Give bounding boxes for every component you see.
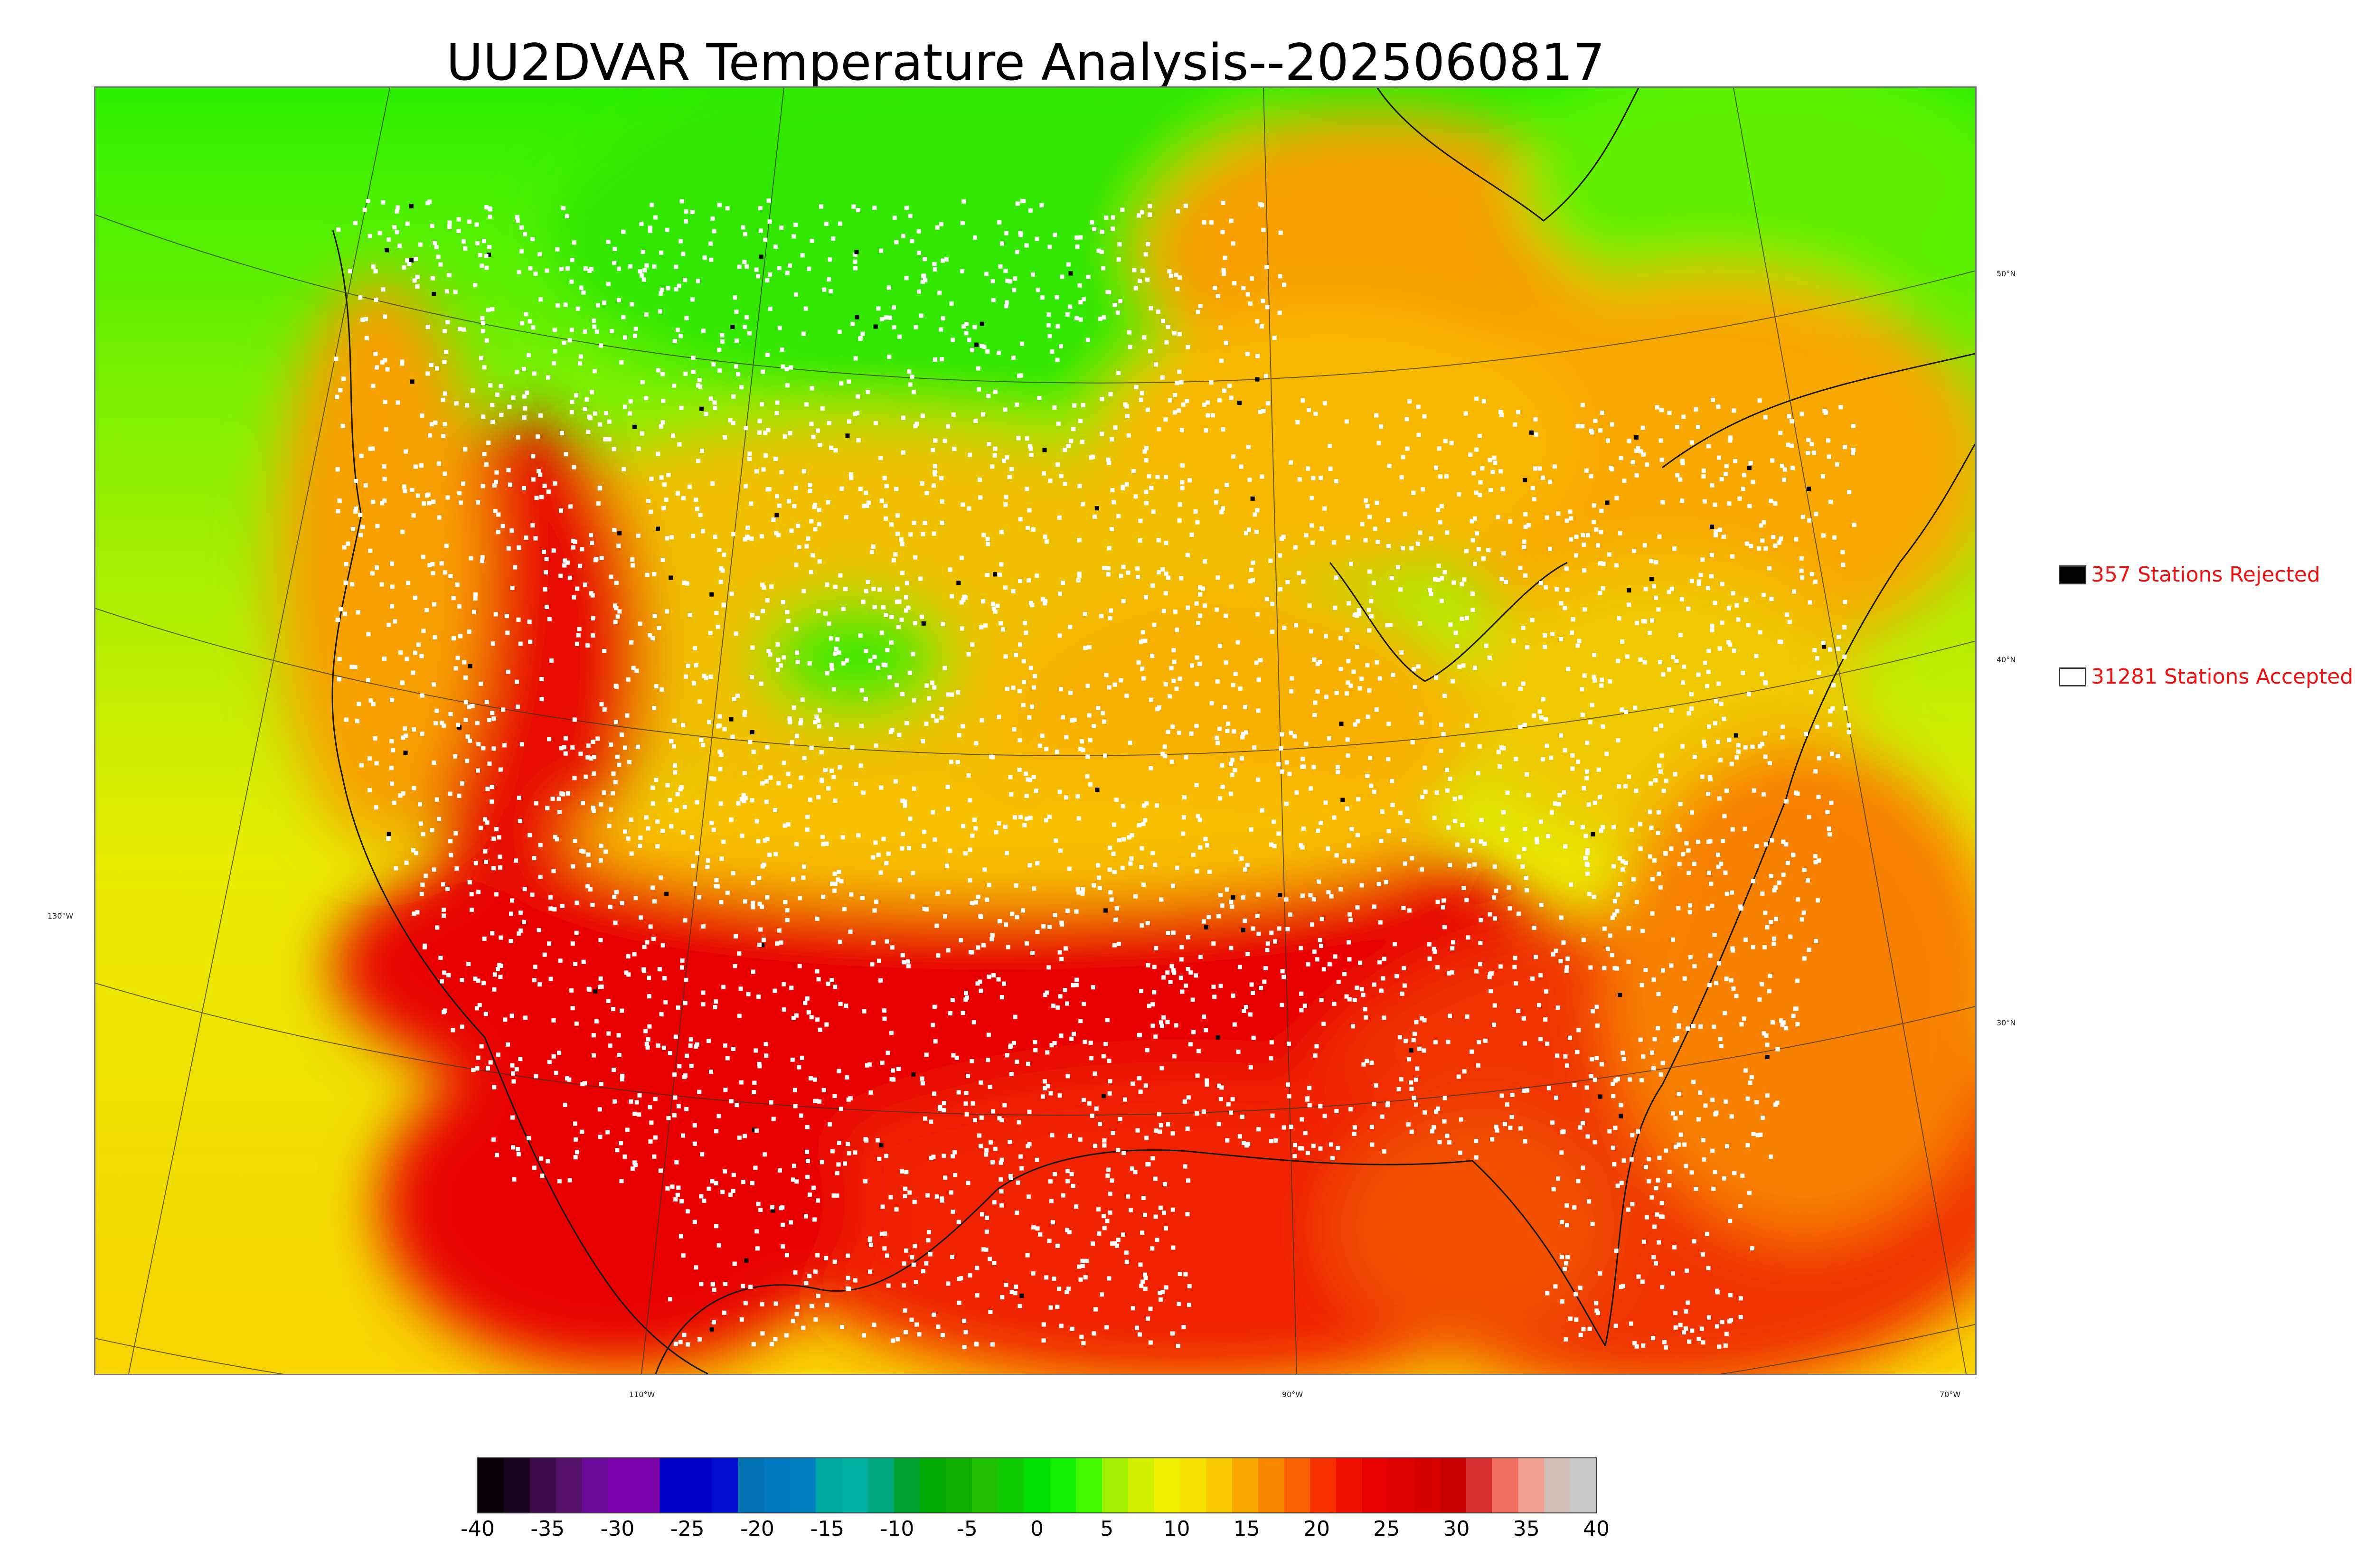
colorbar-segment <box>633 1458 660 1512</box>
colorbar-tick-label: -10 <box>880 1517 914 1541</box>
colorbar-segment <box>842 1458 868 1512</box>
legend-accepted: 31281 Stations Accepted <box>2059 665 2353 689</box>
colorbar-segment <box>478 1458 504 1512</box>
accepted-label: 31281 Stations Accepted <box>2091 665 2354 689</box>
colorbar-segment <box>972 1458 999 1512</box>
longitude-label-90w: 90°W <box>1282 1390 1303 1399</box>
colorbar-segment <box>1466 1458 1493 1512</box>
colorbar-segment <box>1492 1458 1519 1512</box>
colorbar-tick-label: -25 <box>670 1517 705 1541</box>
colorbar-segment <box>1362 1458 1389 1512</box>
colorbar-segment <box>1232 1458 1259 1512</box>
colorbar-segment <box>1570 1458 1596 1512</box>
longitude-label-130w: 130°W <box>47 911 74 920</box>
colorbar-tick-label: -30 <box>600 1517 635 1541</box>
colorbar-segment <box>1076 1458 1102 1512</box>
colorbar-segment <box>712 1458 738 1512</box>
colorbar-segment <box>1180 1458 1207 1512</box>
colorbar-segment <box>816 1458 843 1512</box>
latitude-label-40n: 40°N <box>1997 655 2016 664</box>
colorbar-segment <box>920 1458 947 1512</box>
colorbar <box>477 1457 1597 1513</box>
colorbar-segment <box>1206 1458 1233 1512</box>
colorbar-segment <box>529 1458 556 1512</box>
colorbar-segment <box>946 1458 973 1512</box>
colorbar-segment <box>1024 1458 1051 1512</box>
colorbar-segment <box>1414 1458 1441 1512</box>
rejected-swatch <box>2059 565 2086 584</box>
colorbar-tick-label: 35 <box>1513 1517 1540 1541</box>
legend-rejected: 357 Stations Rejected <box>2059 563 2320 587</box>
colorbar-segment <box>1310 1458 1337 1512</box>
colorbar-segment <box>503 1458 530 1512</box>
colorbar-tick-label: -15 <box>810 1517 845 1541</box>
colorbar-segment <box>556 1458 583 1512</box>
colorbar-tick-label: 0 <box>1030 1517 1044 1541</box>
colorbar-tick-label: 15 <box>1233 1517 1260 1541</box>
colorbar-segment <box>1050 1458 1077 1512</box>
colorbar-segment <box>1284 1458 1311 1512</box>
colorbar-segment <box>1102 1458 1129 1512</box>
longitude-label-70w: 70°W <box>1940 1390 1961 1399</box>
colorbar-tick-label: -40 <box>461 1517 495 1541</box>
colorbar-tick-label: -20 <box>740 1517 774 1541</box>
latitude-label-50n: 50°N <box>1997 269 2016 278</box>
rejected-label: 357 Stations Rejected <box>2091 563 2320 587</box>
colorbar-tick-label: -35 <box>530 1517 565 1541</box>
colorbar-tick-label: 30 <box>1443 1517 1470 1541</box>
colorbar-segment <box>1518 1458 1545 1512</box>
colorbar-segment <box>763 1458 791 1512</box>
colorbar-tick-label: 5 <box>1100 1517 1114 1541</box>
colorbar-segment <box>737 1458 764 1512</box>
map-title: UU2DVAR Temperature Analysis--2025060817 <box>446 33 1605 92</box>
accepted-swatch <box>2059 667 2086 686</box>
colorbar-segment <box>1440 1458 1467 1512</box>
longitude-label-110w: 110°W <box>629 1390 655 1399</box>
colorbar-segment <box>686 1458 713 1512</box>
map-canvas <box>95 88 1975 1374</box>
colorbar-segment <box>1336 1458 1363 1512</box>
colorbar-segment <box>867 1458 895 1512</box>
colorbar-segment <box>607 1458 634 1512</box>
colorbar-tick-label: -5 <box>956 1517 978 1541</box>
colorbar-segment <box>790 1458 817 1512</box>
colorbar-segment <box>998 1458 1025 1512</box>
colorbar-tick-label: 10 <box>1163 1517 1190 1541</box>
colorbar-segment <box>1544 1458 1571 1512</box>
colorbar-tick-label: 40 <box>1583 1517 1610 1541</box>
temperature-map <box>94 86 1977 1375</box>
latitude-label-30n: 30°N <box>1997 1018 2016 1027</box>
colorbar-segment <box>659 1458 687 1512</box>
colorbar-tick-label: 20 <box>1303 1517 1330 1541</box>
colorbar-segment <box>1154 1458 1181 1512</box>
station-markers <box>334 198 1856 1350</box>
colorbar-segment <box>1258 1458 1285 1512</box>
colorbar-segment <box>894 1458 921 1512</box>
graticule <box>95 88 1975 1374</box>
colorbar-segment <box>582 1458 608 1512</box>
colorbar-gradient <box>478 1458 1596 1512</box>
colorbar-segment <box>1128 1458 1155 1512</box>
colorbar-tick-label: 25 <box>1373 1517 1400 1541</box>
colorbar-segment <box>1388 1458 1415 1512</box>
